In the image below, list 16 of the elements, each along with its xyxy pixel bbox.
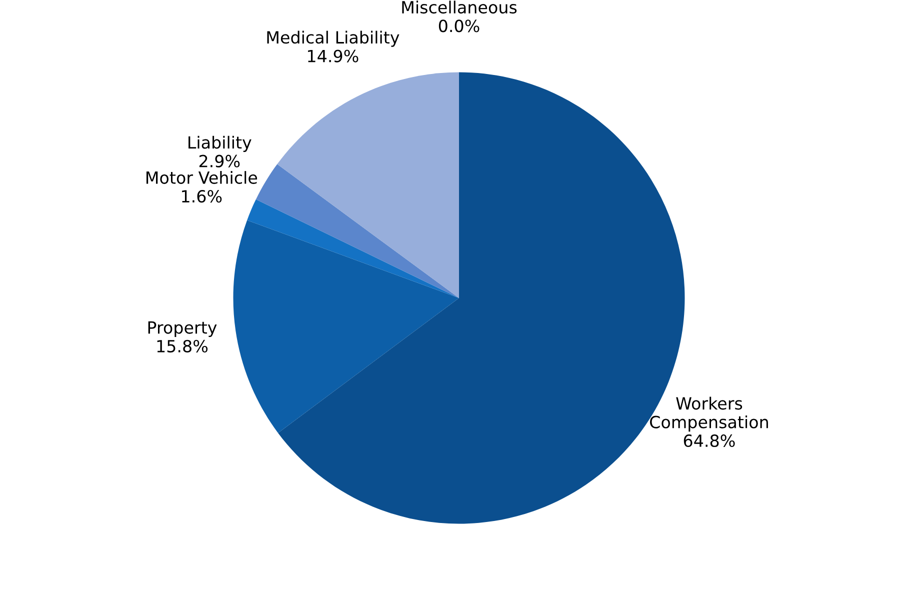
slice-label: Liability xyxy=(188,136,252,152)
text: 0.0% xyxy=(438,20,480,32)
slice-label: Medical Liability xyxy=(267,30,400,47)
category-label: Miscellaneous xyxy=(402,0,517,14)
data-label: 14.9% xyxy=(308,50,358,62)
slice-label: Property xyxy=(148,321,217,338)
data-label: 15.8% xyxy=(157,340,208,352)
data-label: 2.9% xyxy=(199,154,240,168)
data-label: 1.6% xyxy=(182,190,222,203)
pie-slice xyxy=(277,72,459,298)
data-label: 64.8% xyxy=(684,434,735,448)
slice-label: Motor Vehicle xyxy=(146,171,258,184)
pie-slice xyxy=(256,164,459,298)
pie-slice xyxy=(233,220,459,433)
pie-slice xyxy=(247,199,459,298)
slice-label: Workers Compensation xyxy=(650,396,768,432)
